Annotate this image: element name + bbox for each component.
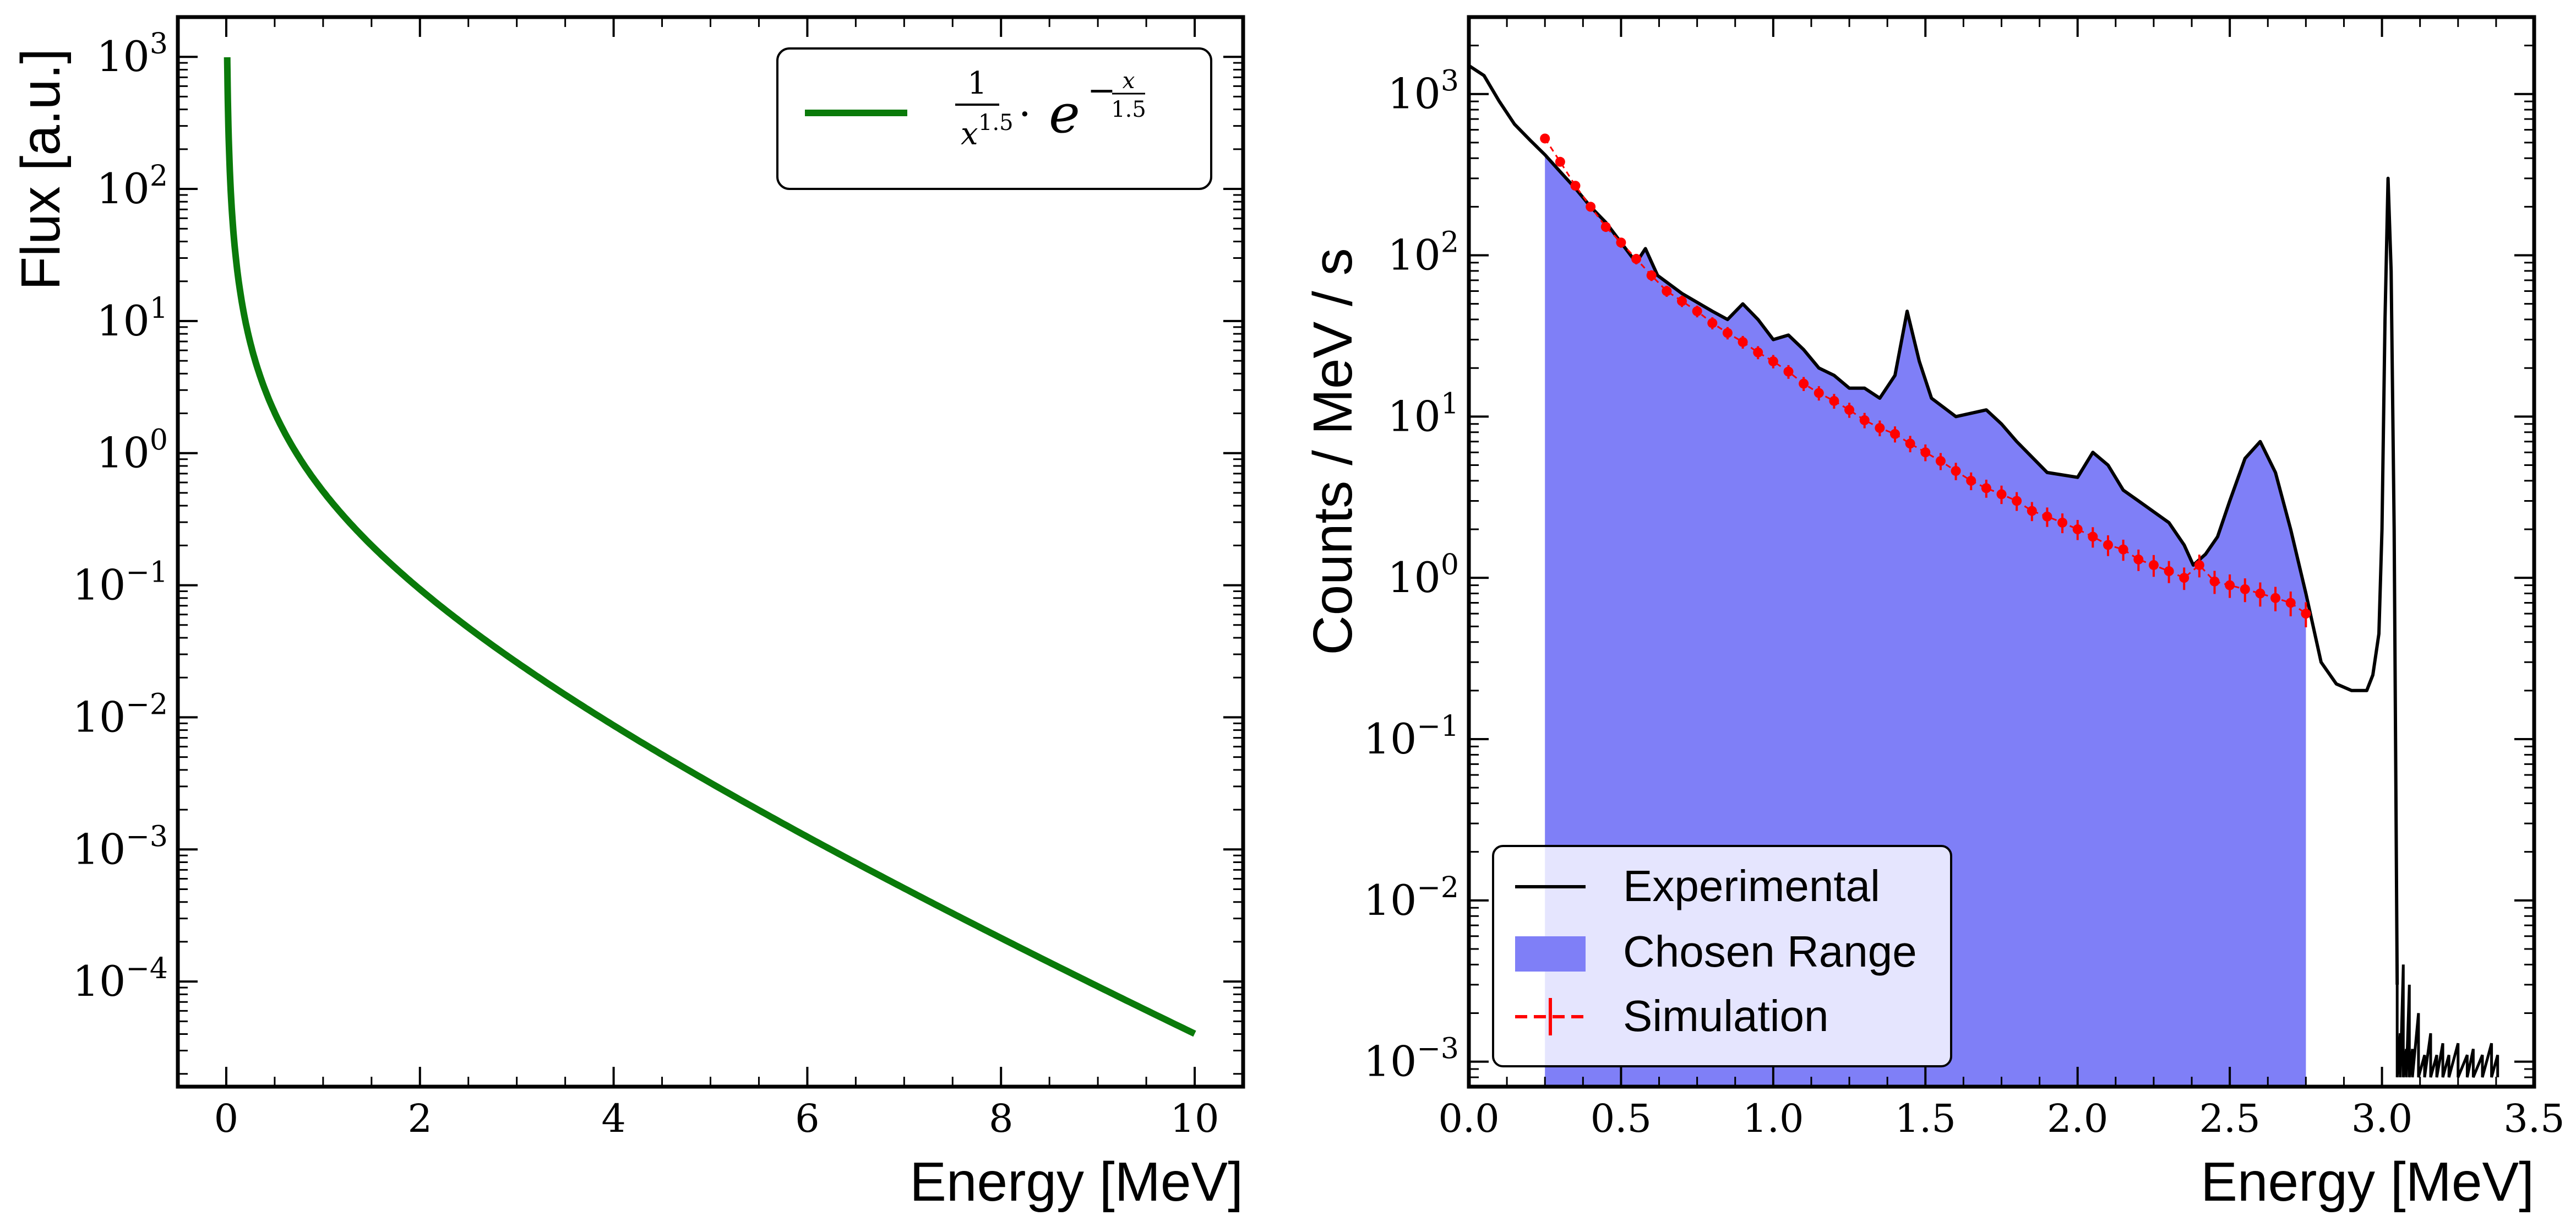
left-y-tick-label: 102 — [96, 160, 168, 213]
right-x-tick-label: 1.5 — [1895, 1096, 1956, 1141]
legend-e-base: e — [1049, 83, 1080, 145]
right-legend-box — [1492, 845, 1952, 1067]
left-x-tick-label: 4 — [601, 1096, 626, 1141]
left-y-tick-label: 10−3 — [73, 820, 168, 874]
right-y-tick-label: 10−1 — [1364, 710, 1459, 763]
left-legend-formula: 1 x 1.5 · e − x 1.5 — [955, 66, 1146, 152]
simulation-point — [2285, 598, 2296, 608]
simulation-point — [2225, 580, 2235, 590]
right-x-tick-label: 0.5 — [1591, 1096, 1652, 1141]
left-y-tick-label: 10−1 — [73, 556, 168, 610]
left-y-tick-label: 10−2 — [73, 688, 168, 741]
simulation-point — [2118, 544, 2128, 555]
right-y-tick-label: 10−3 — [1364, 1033, 1459, 1086]
left-legend: 1 x 1.5 · e − x 1.5 — [776, 47, 1212, 190]
simulation-point — [1829, 395, 1839, 406]
simulation-point — [2027, 506, 2037, 516]
right-y-tick-label: 102 — [1387, 226, 1459, 280]
legend-fraction-numerator: 1 — [967, 66, 987, 101]
right-x-tick-label: 2.5 — [2199, 1096, 2260, 1141]
simulation-point — [1677, 296, 1687, 306]
simulation-point — [1920, 447, 1931, 458]
legend-exponent-minus: − — [1087, 70, 1116, 110]
right-y-tick-label: 100 — [1387, 549, 1459, 602]
right-x-tick-label: 3.5 — [2503, 1096, 2564, 1141]
left-x-tick-label: 6 — [795, 1096, 820, 1141]
left-x-tick-label: 10 — [1170, 1096, 1219, 1141]
right-x-tick-label: 2.0 — [2047, 1096, 2108, 1141]
legend-chosen-range-swatch — [1515, 936, 1586, 972]
left-x-axis-label: Energy [MeV] — [910, 1151, 1243, 1213]
right-x-axis-label: Energy [MeV] — [2201, 1151, 2534, 1213]
right-axes-frame — [1467, 15, 2536, 1089]
simulation-point — [1768, 356, 1778, 367]
legend-simulation-label: Simulation — [1623, 991, 1829, 1040]
right-x-tick-label: 1.0 — [1742, 1096, 1804, 1141]
left-x-tick-label: 2 — [407, 1096, 432, 1141]
right-y-axis-label: Counts / MeV / s — [1302, 248, 1364, 655]
left-chart: 0 2 4 6 8 10 103 102 101 100 10−1 10−2 10−3 10−4 Flux… — [10, 15, 1245, 1213]
right-chart: 0.0 0.5 1.0 1.5 2.0 2.5 3.0 3.5 103 102 101 100 10−1… — [1302, 15, 2565, 1213]
legend-chosen-range-label: Chosen Range — [1623, 927, 1917, 976]
right-y-tick-label: 101 — [1387, 387, 1459, 441]
simulation-point — [1859, 415, 1870, 425]
simulation-point — [1981, 483, 1991, 493]
left-y-tick-label: 10−4 — [73, 952, 168, 1006]
right-ticks: 0.0 0.5 1.0 1.5 2.0 2.5 3.0 3.5 103 102 101 100 10−1… — [1364, 16, 2565, 1141]
left-ticks: 0 2 4 6 8 10 103 102 101 100 10−1 10−2 10−3 10−4 — [73, 16, 1244, 1141]
legend-exponent-denominator: 1.5 — [1111, 97, 1146, 122]
simulation-point — [1555, 156, 1565, 167]
left-y-axis-label: Flux [a.u.] — [10, 48, 72, 290]
simulation-line — [1544, 138, 2307, 615]
right-y-tick-label: 10−2 — [1364, 871, 1459, 925]
legend-dot-operator: · — [1019, 91, 1031, 137]
legend-fraction-denominator-base: x — [961, 116, 978, 152]
flux-curve-line — [224, 57, 1196, 1037]
legend-experimental-label: Experimental — [1623, 861, 1880, 910]
experimental-line — [1468, 64, 2399, 985]
simulation-point — [2255, 588, 2265, 599]
simulation-point — [1905, 438, 1915, 449]
left-y-tick-label: 101 — [96, 292, 168, 345]
simulation-point — [2088, 531, 2098, 542]
left-legend-box — [776, 47, 1212, 190]
left-x-tick-label: 8 — [989, 1096, 1014, 1141]
legend-exponent-numerator: x — [1123, 68, 1135, 94]
left-axes-frame — [176, 15, 1245, 1089]
right-y-tick-label: 103 — [1387, 65, 1459, 118]
right-x-tick-label: 3.0 — [2351, 1096, 2412, 1141]
experimental-tail-line — [2395, 964, 2499, 1078]
right-x-tick-label: 0.0 — [1438, 1096, 1499, 1141]
simulation-point — [1844, 405, 1855, 415]
legend-fraction-denominator-exponent: 1.5 — [978, 110, 1014, 135]
simulation-point — [2072, 524, 2083, 535]
left-x-tick-label: 0 — [214, 1096, 239, 1141]
left-y-tick-label: 100 — [96, 424, 168, 478]
left-plot-area — [224, 57, 1196, 1037]
simulation-point — [1753, 347, 1763, 357]
left-y-tick-label: 103 — [96, 28, 168, 81]
simulation-point — [2209, 576, 2220, 587]
simulation-point — [2133, 554, 2144, 565]
right-legend: Experimental Chosen Range Simulation — [1492, 845, 1952, 1067]
